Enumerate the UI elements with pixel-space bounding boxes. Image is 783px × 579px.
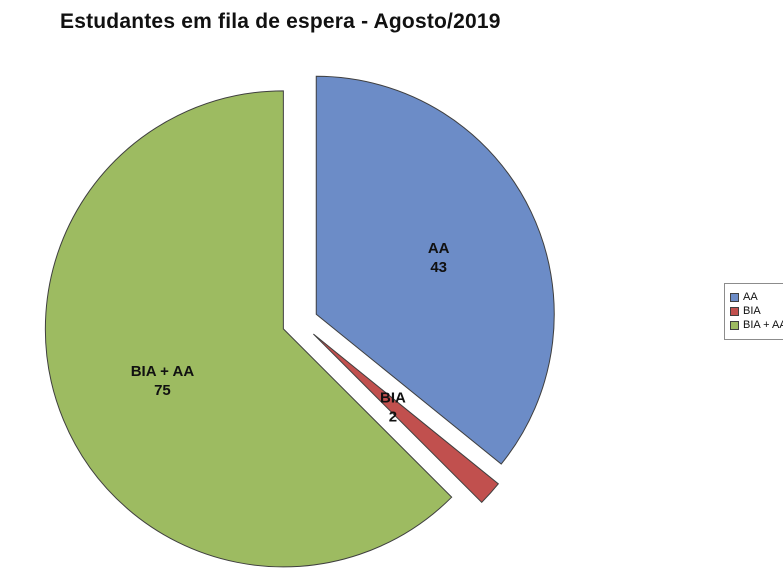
pie-slice-bia-aa (44, 90, 453, 568)
slice-label-aa: AA 43 (428, 240, 450, 276)
legend-item-bia: BIA (730, 306, 783, 317)
legend-item-bia-aa: BIA + AA (730, 320, 783, 331)
slice-label-bia: BIA 2 (380, 390, 406, 426)
legend-swatch-aa (730, 293, 739, 302)
legend-label-bia: BIA (743, 305, 761, 317)
pie-slice-bia (313, 333, 500, 504)
legend-swatch-bia-aa (730, 321, 739, 330)
legend-item-aa: AA (730, 292, 783, 303)
pie-slice-aa (315, 75, 555, 465)
chart-legend: AA BIA BIA + AA (724, 283, 783, 340)
slice-label-bia-aa: BIA + AA 75 (131, 363, 195, 399)
legend-label-bia-aa: BIA + AA (743, 319, 783, 331)
legend-swatch-bia (730, 307, 739, 316)
legend-label-aa: AA (743, 291, 758, 303)
chart-title: Estudantes em fila de espera - Agosto/20… (60, 10, 501, 33)
